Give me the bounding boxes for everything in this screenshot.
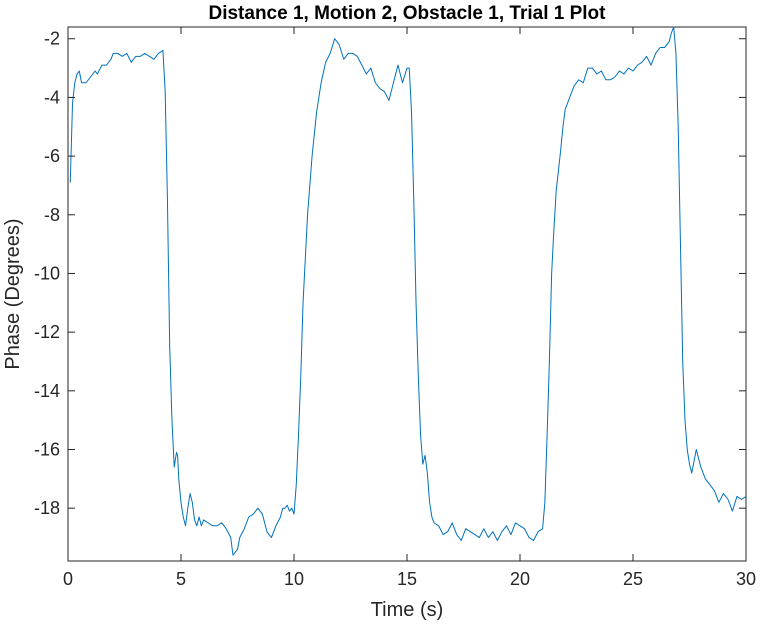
y-tick-label: -10 <box>34 263 60 283</box>
chart-title: Distance 1, Motion 2, Obstacle 1, Trial … <box>208 3 606 24</box>
series-line-1 <box>69 26 747 556</box>
plot-area: 0 5 10 15 20 25 30 -2 -4 -6 -8 -10 -12 -14 -16 -18 <box>34 26 756 589</box>
x-tick-label: 10 <box>284 569 304 589</box>
series-layer <box>69 26 747 556</box>
x-tick-label: 25 <box>623 569 643 589</box>
axes-box <box>67 26 747 562</box>
y-tick-label: -6 <box>44 146 60 166</box>
y-tick-label: -18 <box>34 498 60 518</box>
y-tick-label: -12 <box>34 322 60 342</box>
x-tick-label: 15 <box>397 569 417 589</box>
x-tick-label: 5 <box>176 569 186 589</box>
y-tick-label: -16 <box>34 440 60 460</box>
y-tick-label: -2 <box>44 29 60 49</box>
y-axis-label: Phase (Degrees) <box>2 218 24 369</box>
x-axis-ticks: 0 5 10 15 20 25 30 <box>63 27 756 589</box>
y-tick-label: -8 <box>44 205 60 225</box>
x-tick-label: 30 <box>736 569 756 589</box>
y-axis-ticks: -2 -4 -6 -8 -10 -12 -14 -16 -18 <box>34 29 746 518</box>
x-tick-label: 0 <box>63 569 73 589</box>
x-axis-label: Time (s) <box>371 599 444 621</box>
y-tick-label: -4 <box>44 87 60 107</box>
x-tick-label: 20 <box>510 569 530 589</box>
y-tick-label: -14 <box>34 381 60 401</box>
